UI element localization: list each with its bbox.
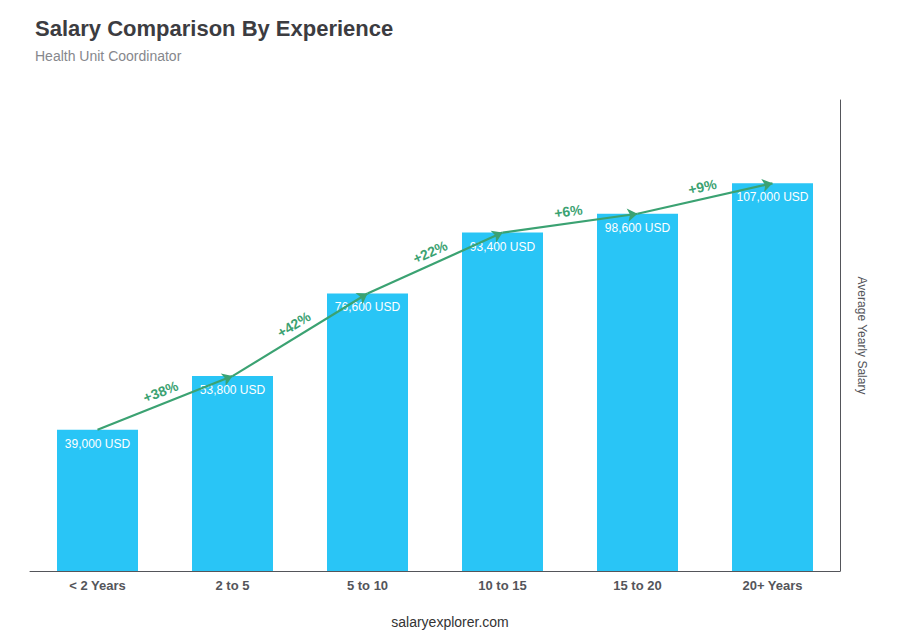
- svg-text:107,000 USD: 107,000 USD: [736, 190, 808, 204]
- svg-text:Average Yearly Salary: Average Yearly Salary: [855, 277, 869, 395]
- svg-text:5 to 10: 5 to 10: [347, 578, 388, 593]
- svg-text:98,600 USD: 98,600 USD: [605, 221, 671, 235]
- svg-text:+42%: +42%: [274, 308, 314, 341]
- svg-text:15 to 20: 15 to 20: [613, 578, 661, 593]
- svg-text:76,600 USD: 76,600 USD: [334, 300, 401, 315]
- svg-text:Health Unit Coordinator: Health Unit Coordinator: [35, 48, 182, 64]
- svg-text:2 to 5: 2 to 5: [216, 578, 250, 593]
- svg-text:Salary Comparison By Experienc: Salary Comparison By Experience: [35, 16, 393, 41]
- svg-text:+6%: +6%: [553, 201, 584, 221]
- svg-text:20+ Years: 20+ Years: [742, 578, 802, 593]
- svg-text:53,800 USD: 53,800 USD: [199, 383, 266, 398]
- svg-text:< 2 Years: < 2 Years: [69, 578, 126, 593]
- svg-text:39,000 USD: 39,000 USD: [65, 437, 131, 451]
- svg-text:salaryexplorer.com: salaryexplorer.com: [391, 614, 509, 630]
- svg-text:10 to 15: 10 to 15: [478, 578, 526, 593]
- svg-text:93,400 USD: 93,400 USD: [469, 239, 536, 254]
- svg-text:+22%: +22%: [410, 237, 450, 267]
- svg-text:+38%: +38%: [141, 377, 181, 405]
- svg-text:+9%: +9%: [687, 176, 719, 198]
